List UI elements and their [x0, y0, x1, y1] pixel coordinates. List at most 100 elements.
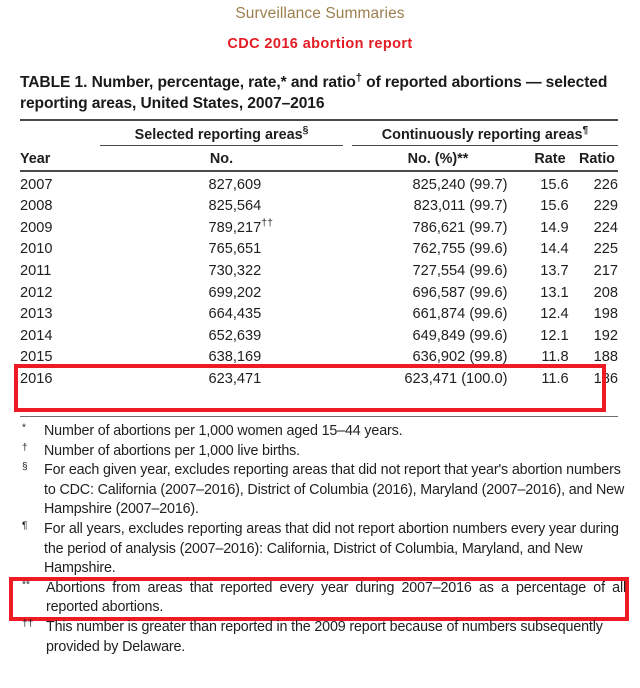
cell-ratio: 226: [593, 176, 619, 193]
cell-no-footnote-marker: [261, 196, 338, 218]
cell-year: 2014: [20, 327, 53, 344]
cell-ratio: 225: [593, 241, 619, 258]
table-top-rule: [20, 119, 618, 121]
table-row: 2014 652,639 649,849 (99.6) 12.1 192: [20, 326, 618, 348]
column-header-rate: Rate: [534, 151, 566, 167]
cell-no: 825,564: [208, 198, 262, 215]
cell-rate: 11.8: [541, 349, 569, 366]
cell-no-pct: 661,874 (99.6): [412, 306, 508, 323]
cell-ratio: 224: [593, 219, 619, 236]
cell-no-pct: 636,902 (99.8): [412, 349, 508, 366]
cell-year: 2011: [20, 262, 52, 279]
table-row: 2013 664,435 661,874 (99.6) 12.4 198: [20, 304, 618, 326]
cell-no-footnote-marker: [261, 304, 338, 326]
cell-no: 699,202: [208, 284, 262, 301]
group-header-spacer: [20, 127, 100, 146]
cell-no-footnote-marker: [261, 369, 338, 391]
cell-no: 638,169: [208, 349, 262, 366]
footnotes-block: * Number of abortions per 1,000 women age…: [0, 416, 640, 657]
footnote: * Number of abortions per 1,000 women age…: [22, 422, 626, 442]
footnote-text: This number is greater than reported in …: [46, 618, 603, 655]
cell-no: 765,651: [208, 241, 262, 258]
table-row: 2008 825,564 823,011 (99.7) 15.6 229: [20, 196, 618, 218]
cell-no: 652,639: [208, 327, 262, 344]
cell-no: 623,471: [208, 370, 262, 387]
column-header-ratio: Ratio: [579, 151, 615, 167]
cell-no-footnote-marker: [261, 347, 338, 369]
cell-no-footnote-marker: ††: [261, 216, 273, 229]
cell-ratio: 208: [593, 284, 619, 301]
table-row: 2012 699,202 696,587 (99.6) 13.1 208: [20, 283, 618, 305]
cell-rate: 14.9: [540, 219, 569, 236]
footnote-marker: ¶: [22, 520, 28, 532]
cell-no-pct: 762,755 (99.6): [412, 241, 508, 258]
cell-no-pct: 823,011 (99.7): [413, 198, 508, 215]
footnote-text: Abortions from areas that reported every…: [46, 579, 626, 616]
cell-rate: 13.1: [540, 284, 569, 301]
footnote-marker: *: [22, 422, 26, 434]
footnote: § For each given year, excludes reporting…: [22, 461, 626, 520]
cell-rate: 12.4: [540, 306, 569, 323]
cell-rate: 15.6: [540, 176, 569, 193]
journal-section-title: Surveillance Summaries: [235, 5, 405, 22]
cell-ratio: 198: [593, 306, 619, 323]
cell-year: 2009: [20, 219, 53, 236]
group-header-gap: [343, 127, 352, 146]
table-row: 2011 730,322 727,554 (99.6) 13.7 217: [20, 261, 618, 283]
footnote-marker: ††: [22, 618, 34, 630]
table-bottom-rule: [20, 416, 618, 417]
cell-no-pct: 623,471 (100.0): [404, 370, 508, 387]
group-header-continuously-reporting-areas: Continuously reporting areas¶: [352, 126, 618, 146]
table-row: 2016 623,471 623,471 (100.0) 11.6 186: [20, 369, 618, 391]
cell-year: 2007: [20, 176, 53, 193]
cell-no-footnote-marker: [261, 283, 338, 305]
cell-ratio: 217: [593, 262, 619, 279]
cell-no-pct: 649,849 (99.6): [412, 327, 508, 344]
footnote-text: For each given year, excludes reporting …: [44, 462, 625, 518]
cell-year: 2010: [20, 241, 53, 258]
cell-no: 664,435: [208, 306, 262, 323]
column-header-year: Year: [20, 151, 51, 167]
cell-no-pct: 696,587 (99.6): [412, 284, 508, 301]
cell-year: 2016: [20, 370, 53, 387]
cell-no: 827,609: [208, 176, 262, 193]
cell-no-pct: 786,621 (99.7): [412, 219, 508, 236]
table-column-header-row: Year No. No. (%)** Rate Ratio: [20, 151, 618, 167]
cell-no: 789,217: [208, 219, 262, 236]
cell-year: 2013: [20, 306, 53, 323]
footnote-marker: **: [22, 579, 30, 591]
footnote-text: Number of abortions per 1,000 live birth…: [44, 442, 300, 459]
cell-ratio: 229: [593, 198, 619, 215]
cell-no-pct: 825,240 (99.7): [412, 176, 508, 193]
table-row: 2015 638,169 636,902 (99.8) 11.8 188: [20, 347, 618, 369]
cell-ratio: 186: [593, 370, 619, 387]
cell-ratio: 192: [593, 327, 619, 344]
cell-year: 2015: [20, 349, 53, 366]
cell-no-footnote-marker: [261, 326, 338, 348]
cell-rate: 11.6: [541, 370, 569, 387]
table-group-header-row: Selected reporting areas§ Continuously r…: [20, 126, 618, 146]
footnote-text: For all years, excludes reporting areas …: [44, 520, 619, 577]
table-row: 2010 765,651 762,755 (99.6) 14.4 225: [20, 239, 618, 261]
cell-no-pct: 727,554 (99.6): [412, 262, 508, 279]
report-title: CDC 2016 abortion report: [227, 36, 413, 52]
table-body: 2007 827,609 825,240 (99.7) 15.6 226 2008 825,…: [20, 175, 618, 391]
table-row: 2009 789,217 †† 786,621 (99.7) 14.9 224: [20, 218, 618, 240]
cell-year: 2008: [20, 198, 53, 215]
footnote: ¶ For all years, excludes reporting areas…: [22, 520, 626, 579]
cell-rate: 15.6: [540, 198, 569, 215]
cell-no-footnote-marker: [261, 261, 338, 283]
table-caption: TABLE 1. Number, percentage, rate,* and …: [20, 71, 608, 112]
cell-rate: 12.1: [540, 327, 569, 344]
column-header-no: No.: [209, 151, 234, 167]
cell-rate: 14.4: [540, 241, 569, 258]
footnote-marker: §: [22, 461, 28, 473]
cell-no-footnote-marker: [261, 239, 338, 261]
table-block: TABLE 1. Number, percentage, rate,* and …: [0, 72, 640, 391]
column-header-gap: [343, 151, 352, 167]
table-header-rule: [20, 170, 618, 172]
cell-no-footnote-marker: [261, 175, 338, 197]
cell-year: 2012: [20, 284, 53, 301]
cell-rate: 13.7: [540, 262, 569, 279]
footnote: †† This number is greater than reported i…: [22, 618, 626, 657]
